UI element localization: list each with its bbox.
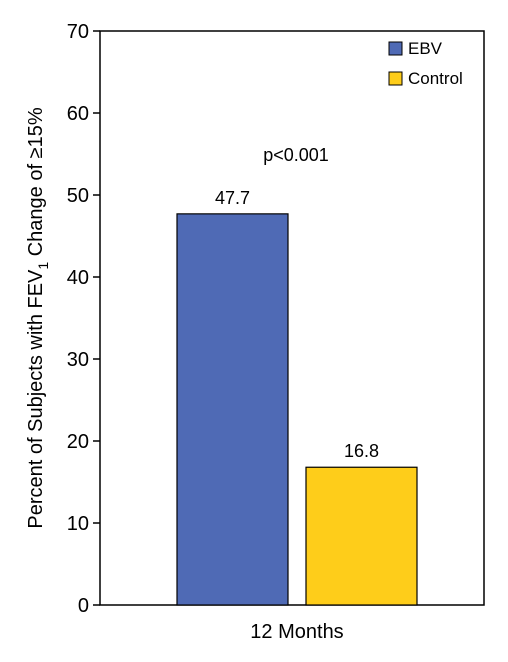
legend-swatch-control [388,71,403,86]
bar-control [305,466,418,606]
y-tick-label: 50 [67,185,89,207]
data-label-ebv: 47.7 [215,188,250,208]
plot-frame [99,30,485,606]
x-category-label: 12 Months [250,621,343,643]
bar-ebv [176,213,289,606]
y-axis-label-subscript: 1 [35,262,51,270]
legend-label-ebv: EBV [408,39,443,58]
legend: EBV Control [388,39,463,88]
y-tick-label: 30 [67,349,89,371]
y-tick-label: 20 [67,431,89,453]
y-axis-label-tail: Change of ≥15% [25,107,47,262]
y-tick-label: 0 [78,595,89,617]
y-axis-label-main: Percent of Subjects with FEV [25,269,47,529]
y-axis-label: Percent of Subjects with FEV1 Change of … [25,107,51,528]
y-axis: 0 10 20 30 40 50 60 70 [67,21,100,617]
p-value-annotation: p<0.001 [263,145,329,165]
data-label-control: 16.8 [344,441,379,461]
y-tick-label: 40 [67,267,89,289]
y-tick-label: 10 [67,513,89,535]
bars-group: 47.7 16.8 [176,188,418,606]
y-tick-label: 60 [67,103,89,125]
y-tick-label: 70 [67,21,89,43]
legend-label-control: Control [408,69,463,88]
legend-swatch-ebv [388,41,403,56]
